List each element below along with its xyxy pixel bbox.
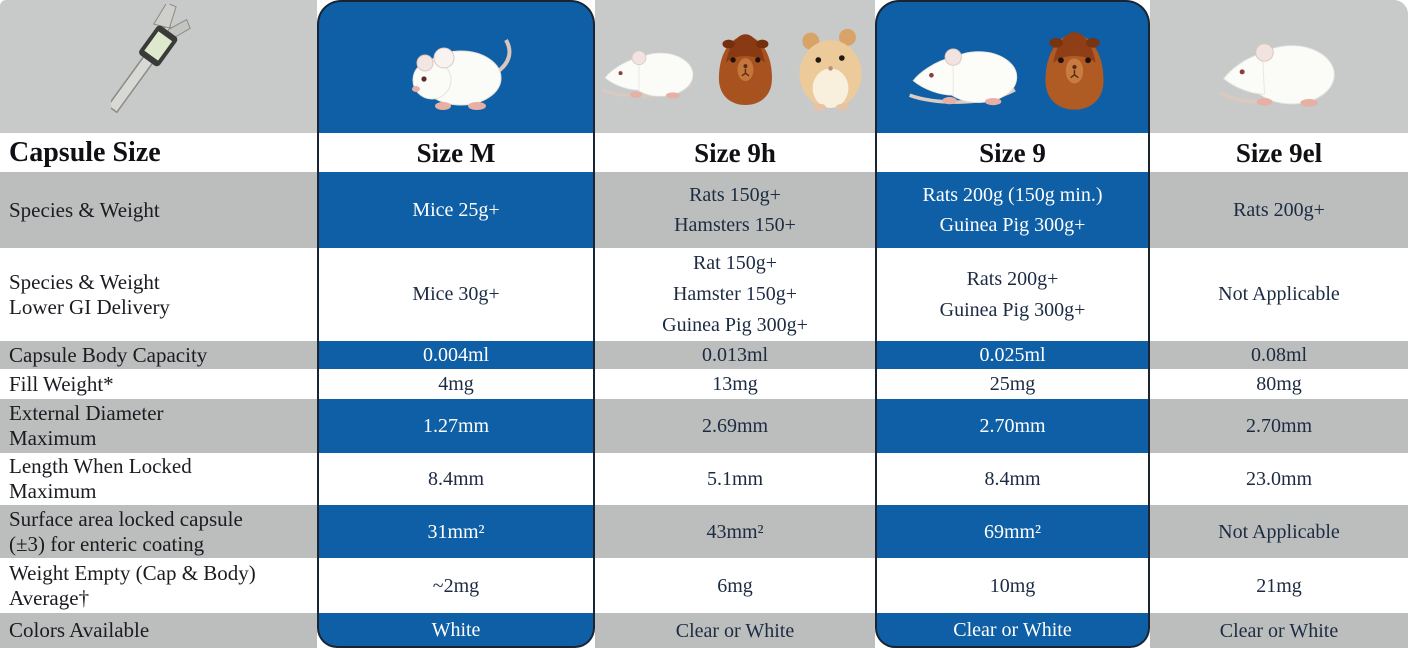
size-m-lower-gi: Mice 30g+	[317, 248, 595, 341]
size-m-body-capacity: 0.004ml	[317, 341, 595, 369]
size-9-weight-empty: 10mg	[875, 558, 1150, 613]
row-label-fill-weight: Fill Weight*	[0, 369, 317, 399]
size-9-fill-weight: 25mg	[875, 369, 1150, 399]
column-header-size-9: Size 9	[875, 133, 1150, 172]
size-9h-fill-weight: 13mg	[595, 369, 875, 399]
size-9-species-weight: Rats 200g (150g min.) Guinea Pig 300g+	[875, 172, 1150, 248]
row-label-colors-available: Colors Available	[0, 613, 317, 648]
corner-header: Capsule Size	[0, 133, 317, 172]
caliper-icon	[110, 3, 191, 113]
white-rat-image	[908, 47, 1017, 105]
column-header-size-9el: Size 9el	[1150, 133, 1408, 172]
size-9el-species-weight: Rats 200g+	[1150, 172, 1408, 248]
size-9el-image-cell	[1150, 0, 1408, 133]
size-9h-image-cell	[595, 0, 875, 133]
size-9el-external-diameter: 2.70mm	[1150, 399, 1408, 453]
corner-image-cell	[0, 0, 317, 133]
size-9el-surface-area: Not Applicable	[1150, 505, 1408, 558]
size-9h-surface-area: 43mm²	[595, 505, 875, 558]
column-header-size-9h: Size 9h	[595, 133, 875, 172]
size-m-colors-available: White	[317, 613, 595, 648]
size-9-body-capacity: 0.025ml	[875, 341, 1150, 369]
size-m-weight-empty: ~2mg	[317, 558, 595, 613]
size-m-species-weight: Mice 25g+	[317, 172, 595, 248]
row-label-body-capacity: Capsule Body Capacity	[0, 341, 317, 369]
size-9el-body-capacity: 0.08ml	[1150, 341, 1408, 369]
row-label-weight-empty: Weight Empty (Cap & Body) Average†	[0, 558, 317, 613]
hamster-image	[799, 28, 862, 110]
size-9el-lower-gi: Not Applicable	[1150, 248, 1408, 341]
size-9el-length-locked: 23.0mm	[1150, 453, 1408, 505]
size-9-length-locked: 8.4mm	[875, 453, 1150, 505]
row-label-external-diameter: External Diameter Maximum	[0, 399, 317, 453]
size-m-image-cell	[317, 0, 595, 133]
column-header-size-m: Size M	[317, 133, 595, 172]
white-rat-image	[601, 49, 694, 99]
row-label-surface-area: Surface area locked capsule (±3) for ent…	[0, 505, 317, 558]
size-9-colors-available: Clear or White	[875, 613, 1150, 648]
size-m-fill-weight: 4mg	[317, 369, 595, 399]
size-m-external-diameter: 1.27mm	[317, 399, 595, 453]
size-9h-lower-gi: Rat 150g+ Hamster 150g+ Guinea Pig 300g+	[595, 248, 875, 341]
size-9h-colors-available: Clear or White	[595, 613, 875, 648]
row-label-species-weight: Species & Weight	[0, 172, 317, 248]
size-9-lower-gi: Rats 200g+ Guinea Pig 300g+	[875, 248, 1150, 341]
white-rat-image	[1218, 42, 1335, 107]
guinea-pig-image	[1044, 31, 1104, 110]
row-label-lower-gi: Species & Weight Lower GI Delivery	[0, 248, 317, 341]
size-9h-body-capacity: 0.013ml	[595, 341, 875, 369]
size-9el-fill-weight: 80mg	[1150, 369, 1408, 399]
size-9el-colors-available: Clear or White	[1150, 613, 1408, 648]
size-9h-length-locked: 5.1mm	[595, 453, 875, 505]
guinea-pig-image	[718, 33, 772, 105]
size-9-image-cell	[875, 0, 1150, 133]
size-9h-species-weight: Rats 150g+ Hamsters 150+	[595, 172, 875, 248]
white-mouse-image	[412, 38, 512, 110]
size-9-external-diameter: 2.70mm	[875, 399, 1150, 453]
row-label-length-locked: Length When Locked Maximum	[0, 453, 317, 505]
size-9el-weight-empty: 21mg	[1150, 558, 1408, 613]
size-9h-weight-empty: 6mg	[595, 558, 875, 613]
size-9h-external-diameter: 2.69mm	[595, 399, 875, 453]
size-9-surface-area: 69mm²	[875, 505, 1150, 558]
size-m-length-locked: 8.4mm	[317, 453, 595, 505]
size-m-surface-area: 31mm²	[317, 505, 595, 558]
